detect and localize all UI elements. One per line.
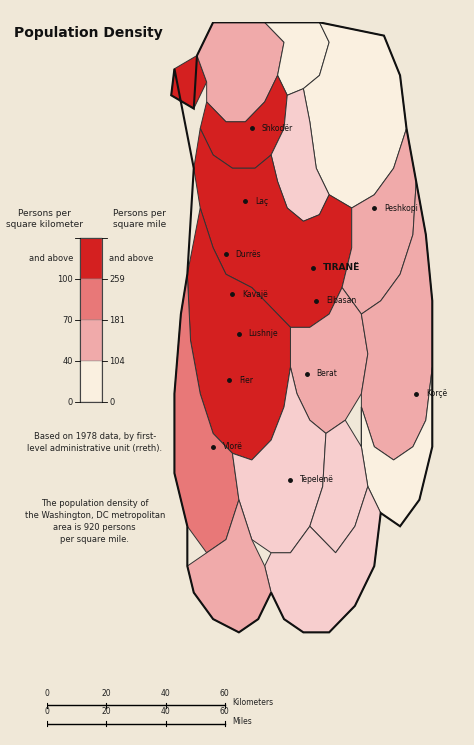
Text: Tepelenë: Tepelenë xyxy=(300,475,334,484)
Text: Durrës: Durrës xyxy=(236,250,261,259)
Polygon shape xyxy=(232,367,326,553)
Bar xyxy=(81,279,102,320)
Bar xyxy=(81,238,102,279)
Text: 40: 40 xyxy=(161,707,171,716)
Polygon shape xyxy=(264,486,381,633)
Text: Laç: Laç xyxy=(255,197,268,206)
Polygon shape xyxy=(187,208,291,460)
Polygon shape xyxy=(197,22,284,122)
Polygon shape xyxy=(271,89,329,221)
Text: Miles: Miles xyxy=(233,717,252,726)
Text: 104: 104 xyxy=(109,357,125,366)
Text: 0: 0 xyxy=(45,707,50,716)
Text: Based on 1978 data, by first-
level administrative unit (rreth).: Based on 1978 data, by first- level admi… xyxy=(27,432,163,453)
Polygon shape xyxy=(361,367,432,526)
Text: Fier: Fier xyxy=(239,376,253,385)
Text: and above: and above xyxy=(109,254,154,264)
Polygon shape xyxy=(200,75,287,168)
Text: and above: and above xyxy=(29,254,73,264)
Text: Population Density: Population Density xyxy=(14,26,163,40)
Text: 20: 20 xyxy=(102,707,111,716)
Text: 70: 70 xyxy=(63,316,73,325)
Text: Elbasan: Elbasan xyxy=(326,297,356,305)
Text: TIRANË: TIRANË xyxy=(323,263,360,272)
Polygon shape xyxy=(303,22,407,208)
Polygon shape xyxy=(264,22,329,95)
Text: Peshkopi: Peshkopi xyxy=(384,203,418,212)
Text: Berat: Berat xyxy=(316,370,337,378)
Text: Lushnje: Lushnje xyxy=(248,329,278,338)
Text: 100: 100 xyxy=(57,275,73,284)
Text: 60: 60 xyxy=(220,689,229,698)
Polygon shape xyxy=(171,56,207,109)
Bar xyxy=(81,238,102,402)
Polygon shape xyxy=(361,182,432,460)
Bar xyxy=(81,320,102,361)
Text: 40: 40 xyxy=(161,689,171,698)
Text: Kilometers: Kilometers xyxy=(233,698,273,707)
Text: 181: 181 xyxy=(109,316,125,325)
Text: Vlorë: Vlorë xyxy=(223,443,243,451)
Polygon shape xyxy=(174,274,239,553)
Polygon shape xyxy=(187,500,271,633)
Polygon shape xyxy=(310,407,368,553)
Text: 20: 20 xyxy=(102,689,111,698)
Polygon shape xyxy=(291,288,368,434)
Text: 0: 0 xyxy=(68,398,73,407)
Text: Shkodër: Shkodër xyxy=(262,124,293,133)
Text: 0: 0 xyxy=(45,689,50,698)
Bar xyxy=(81,361,102,402)
Text: The population density of
the Washington, DC metropolitan
area is 920 persons
pe: The population density of the Washington… xyxy=(25,499,165,544)
Text: Persons per
square mile: Persons per square mile xyxy=(113,209,166,229)
Text: Persons per
square kilometer: Persons per square kilometer xyxy=(6,209,83,229)
Text: 60: 60 xyxy=(220,707,229,716)
Text: 259: 259 xyxy=(109,275,125,284)
Polygon shape xyxy=(342,128,416,314)
Text: Korçë: Korçë xyxy=(426,389,447,398)
Text: Kavajë: Kavajë xyxy=(242,290,268,299)
Text: 40: 40 xyxy=(63,357,73,366)
Text: 0: 0 xyxy=(109,398,114,407)
Polygon shape xyxy=(194,128,352,327)
